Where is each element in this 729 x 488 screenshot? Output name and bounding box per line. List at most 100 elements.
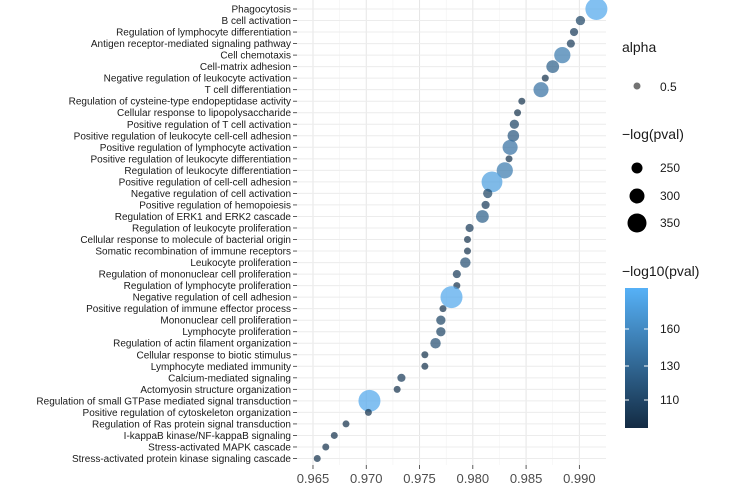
color-bar-label: 160 — [660, 322, 680, 336]
term-label: Cellular response to lipopolysaccharide — [117, 108, 291, 119]
data-point — [496, 162, 513, 179]
data-point — [569, 27, 579, 37]
term-label: Negative regulation of leukocyte activat… — [104, 74, 291, 85]
legend-color: −log10(pval) 160 130 110 — [622, 263, 699, 428]
term-label: Cell-matrix adhesion — [200, 62, 291, 73]
data-point — [436, 327, 446, 337]
term-label: Actomyosin structure organization — [140, 385, 291, 396]
data-point — [575, 15, 586, 26]
data-point — [533, 82, 549, 98]
term-label: Stress-activated MAPK cascade — [148, 442, 291, 453]
data-point — [452, 270, 461, 279]
x-tick-label: 0.990 — [563, 471, 596, 486]
term-label: Negative regulation of cell adhesion — [133, 293, 291, 304]
data-point — [566, 39, 575, 48]
term-label: Mononuclear cell proliferation — [160, 316, 291, 327]
data-point — [514, 109, 522, 117]
term-label: Leukocyte proliferation — [190, 258, 291, 269]
term-label: Regulation of leukocyte differentiation — [124, 166, 291, 177]
data-point — [393, 385, 401, 393]
term-label: Positive regulation of leukocyte cell-ce… — [74, 131, 291, 142]
x-tick-label: 0.980 — [457, 471, 490, 486]
x-axis: 0.965 0.970 0.975 0.980 0.985 0.990 — [297, 465, 596, 486]
data-point — [585, 0, 608, 20]
term-label: Positive regulation of lymphocyte activa… — [100, 143, 291, 154]
legend-size-label: 300 — [660, 189, 680, 203]
data-point — [322, 443, 330, 451]
data-point — [397, 373, 406, 382]
legend-alpha-title: alpha — [622, 39, 656, 55]
legend-size-key — [627, 213, 647, 233]
term-label: Cellular response to molecule of bacteri… — [80, 235, 291, 246]
x-tick-label: 0.985 — [510, 471, 543, 486]
color-bar — [625, 288, 648, 428]
term-label: Somatic recombination of immune receptor… — [95, 247, 291, 258]
x-tick-label: 0.970 — [350, 471, 383, 486]
data-point — [463, 236, 471, 244]
data-point — [364, 408, 372, 416]
term-label: Regulation of Ras protein signal transdu… — [92, 419, 291, 430]
term-label: Stress-activated protein kinase signalin… — [72, 454, 291, 465]
term-label: Positive regulation of cytoskeleton orga… — [83, 408, 291, 419]
term-label: Phagocytosis — [232, 5, 291, 16]
data-point — [358, 389, 381, 412]
term-label: B cell activation — [222, 16, 291, 27]
legend-size-label: 350 — [660, 216, 680, 230]
data-point — [421, 351, 429, 359]
term-label: I-kappaB kinase/NF-kappaB signaling — [124, 431, 291, 442]
legend-alpha-key — [633, 82, 641, 90]
legend-size-key — [629, 188, 645, 204]
data-point — [439, 305, 447, 313]
data-point — [509, 119, 520, 129]
data-point — [541, 74, 549, 82]
data-point — [463, 247, 471, 255]
term-label: Regulation of cysteine-type endopeptidas… — [69, 97, 291, 108]
data-point — [483, 188, 493, 199]
data-point — [440, 286, 463, 309]
term-label: Positive regulation of leukocyte differe… — [91, 154, 292, 165]
x-tick-label: 0.965 — [297, 471, 330, 486]
term-label: Lymphocyte mediated immunity — [151, 362, 291, 373]
term-label: T cell differentiation — [205, 85, 291, 96]
term-label: Regulation of leukocyte proliferation — [132, 223, 291, 234]
term-label: Regulation of lymphocyte differentiation — [116, 28, 291, 39]
data-point — [465, 223, 474, 233]
term-label: Calcium-mediated signaling — [168, 373, 291, 384]
data-point — [554, 46, 571, 64]
data-point — [505, 155, 513, 163]
data-point — [476, 210, 489, 223]
data-point — [546, 60, 560, 74]
data-point — [460, 257, 471, 268]
data-point — [330, 431, 338, 439]
data-point — [502, 139, 518, 155]
legend-alpha-label: 0.5 — [660, 80, 677, 94]
data-point — [342, 420, 350, 428]
term-label: Cell chemotaxis — [220, 51, 291, 62]
legend-size: −log(pval) 250 300 350 — [622, 126, 684, 233]
grid — [297, 0, 606, 465]
data-point — [421, 362, 429, 370]
data-point — [436, 315, 446, 325]
term-label: Positive regulation of hemopoiesis — [139, 200, 291, 211]
data-point — [313, 455, 321, 462]
term-label: Lymphocyte proliferation — [182, 327, 291, 338]
data-point — [507, 129, 520, 142]
plot-panel — [297, 0, 606, 465]
term-label: Cellular response to biotic stimulus — [136, 350, 291, 361]
x-tick-label: 0.975 — [403, 471, 436, 486]
data-point — [518, 97, 526, 105]
color-bar-label: 130 — [660, 359, 680, 373]
legend-size-label: 250 — [660, 161, 680, 175]
term-label: Positive regulation of immune effector p… — [86, 304, 291, 315]
term-label: Positive regulation of cell-cell adhesio… — [119, 177, 291, 188]
term-label: Negative regulation of cell activation — [131, 189, 291, 200]
data-point — [481, 171, 503, 193]
legend-color-title: −log10(pval) — [622, 263, 699, 279]
legend-alpha: alpha 0.5 — [622, 39, 677, 94]
data-point — [481, 200, 490, 210]
legend-size-key — [631, 162, 643, 174]
legend-size-title: −log(pval) — [622, 126, 684, 142]
points — [313, 0, 608, 462]
